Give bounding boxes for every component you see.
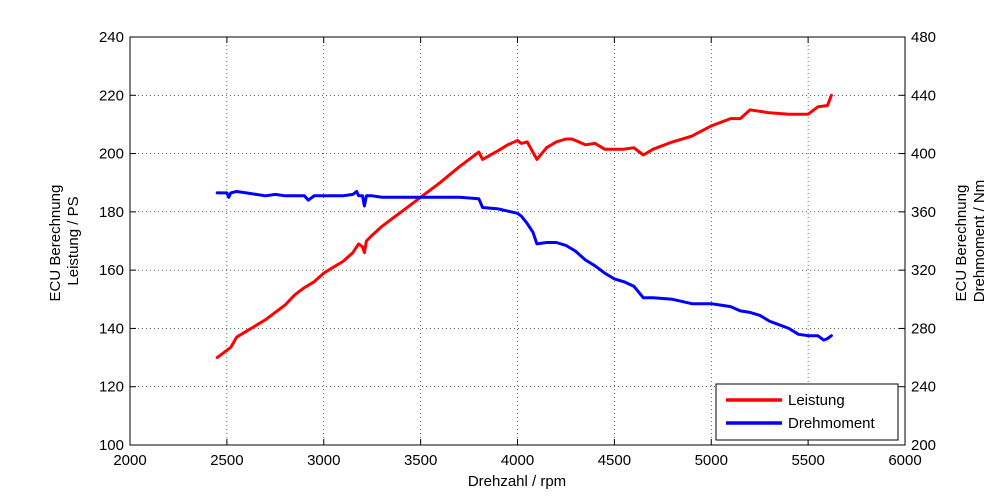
x-tick-label: 4000 bbox=[501, 452, 534, 469]
y-right-tick-label: 320 bbox=[911, 262, 936, 279]
y-left-tick-label: 100 bbox=[99, 437, 124, 454]
y-right-title-line2: Drehmoment / Nm bbox=[971, 180, 988, 303]
axis-ticks: 2000 2500 3000 3500 4000 4500 5000 5500 6000 100 1… bbox=[99, 29, 936, 469]
x-tick-label: 5000 bbox=[695, 452, 728, 469]
series-lines bbox=[215, 93, 833, 360]
y-left-tick-label: 200 bbox=[99, 146, 124, 163]
y-left-title-line1: ECU Berechnung bbox=[47, 185, 64, 302]
x-tick-label: 5500 bbox=[791, 452, 824, 469]
x-tick-label: 2500 bbox=[210, 452, 243, 469]
y-right-tick-label: 480 bbox=[911, 29, 936, 46]
y-left-tick-label: 240 bbox=[99, 29, 124, 46]
x-tick-label: 3500 bbox=[404, 452, 437, 469]
legend-label-leistung: Leistung bbox=[788, 392, 845, 409]
y-left-title-line2: Leistung / PS bbox=[65, 196, 82, 285]
y-left-tick-label: 140 bbox=[99, 320, 124, 337]
x-tick-label: 6000 bbox=[888, 452, 921, 469]
y-right-tick-label: 240 bbox=[911, 379, 936, 396]
series-line-drehmoment bbox=[215, 190, 833, 342]
y-left-tick-label: 160 bbox=[99, 262, 124, 279]
legend-box bbox=[715, 383, 899, 441]
x-axis-title: Drehzahl / rpm bbox=[468, 473, 566, 490]
y-left-tick-label: 180 bbox=[99, 204, 124, 221]
x-tick-label: 3000 bbox=[307, 452, 340, 469]
y-left-axis-title: ECU Berechnung Leistung / PS bbox=[47, 181, 82, 302]
y-left-tick-label: 120 bbox=[99, 379, 124, 396]
gridlines bbox=[130, 37, 905, 445]
y-right-tick-label: 200 bbox=[911, 437, 936, 454]
y-left-tick-label: 220 bbox=[99, 87, 124, 104]
y-right-tick-label: 400 bbox=[911, 146, 936, 163]
y-right-axis-title: ECU Berechnung Drehmoment / Nm bbox=[953, 180, 988, 303]
y-right-tick-label: 280 bbox=[911, 320, 936, 337]
x-tick-label: 2000 bbox=[113, 452, 146, 469]
series-line-leistung bbox=[215, 93, 833, 360]
y-right-tick-label: 360 bbox=[911, 204, 936, 221]
x-tick-label: 4500 bbox=[598, 452, 631, 469]
y-right-tick-label: 440 bbox=[911, 87, 936, 104]
legend-label-drehmoment: Drehmoment bbox=[788, 415, 876, 432]
y-right-title-line1: ECU Berechnung bbox=[953, 185, 970, 302]
legend: Leistung Drehmoment bbox=[715, 383, 899, 441]
